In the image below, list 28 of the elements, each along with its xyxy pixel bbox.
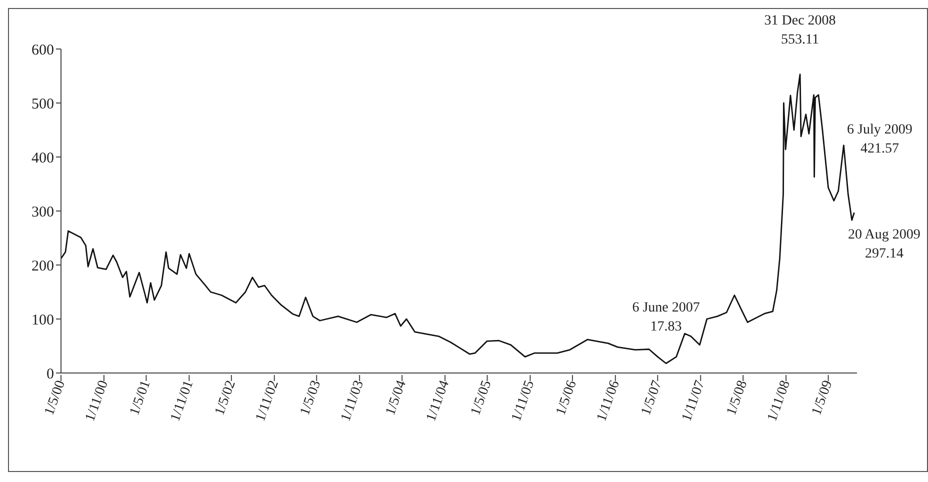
x-tick-label: 1/5/05: [468, 378, 495, 418]
x-tick-label: 1/11/06: [594, 378, 623, 424]
x-tick-label: 1/11/08: [765, 378, 794, 424]
x-tick-label: 1/5/06: [554, 378, 580, 418]
x-tick-label: 1/11/00: [82, 378, 112, 424]
x-tick-label: 1/5/09: [809, 378, 836, 418]
x-tick-label: 1/5/01: [127, 378, 154, 418]
x-tick-label: 1/11/01: [168, 378, 197, 424]
y-tick-label: 600: [32, 42, 54, 58]
annotation: 31 Dec 2008 553.11: [764, 13, 836, 48]
x-tick-label: 1/5/08: [724, 378, 751, 418]
x-tick-label: 1/11/05: [509, 378, 538, 424]
y-tick-label: 400: [32, 150, 54, 166]
y-tick-label: 100: [32, 312, 54, 328]
x-tick-label: 1/5/03: [298, 378, 324, 418]
y-tick-label: 300: [32, 204, 54, 220]
y-tick-label: 200: [32, 258, 54, 274]
x-tick-label: 1/11/02: [253, 378, 282, 424]
x-tick-label: 1/11/07: [680, 378, 708, 424]
x-tick-label: 1/5/04: [383, 378, 410, 418]
x-tick-label: 1/5/02: [212, 378, 239, 418]
annotation: 6 July 2009 421.57: [847, 122, 912, 156]
x-tick-label: 1/11/04: [424, 378, 453, 424]
annotation: 6 June 2007 17.83: [632, 300, 700, 334]
x-tick-label: 1/5/07: [638, 378, 666, 418]
y-tick-label: 500: [32, 96, 54, 112]
annotation: 20 Aug 2009 297.14: [848, 228, 920, 262]
x-tick-label: 1/11/03: [338, 378, 368, 424]
